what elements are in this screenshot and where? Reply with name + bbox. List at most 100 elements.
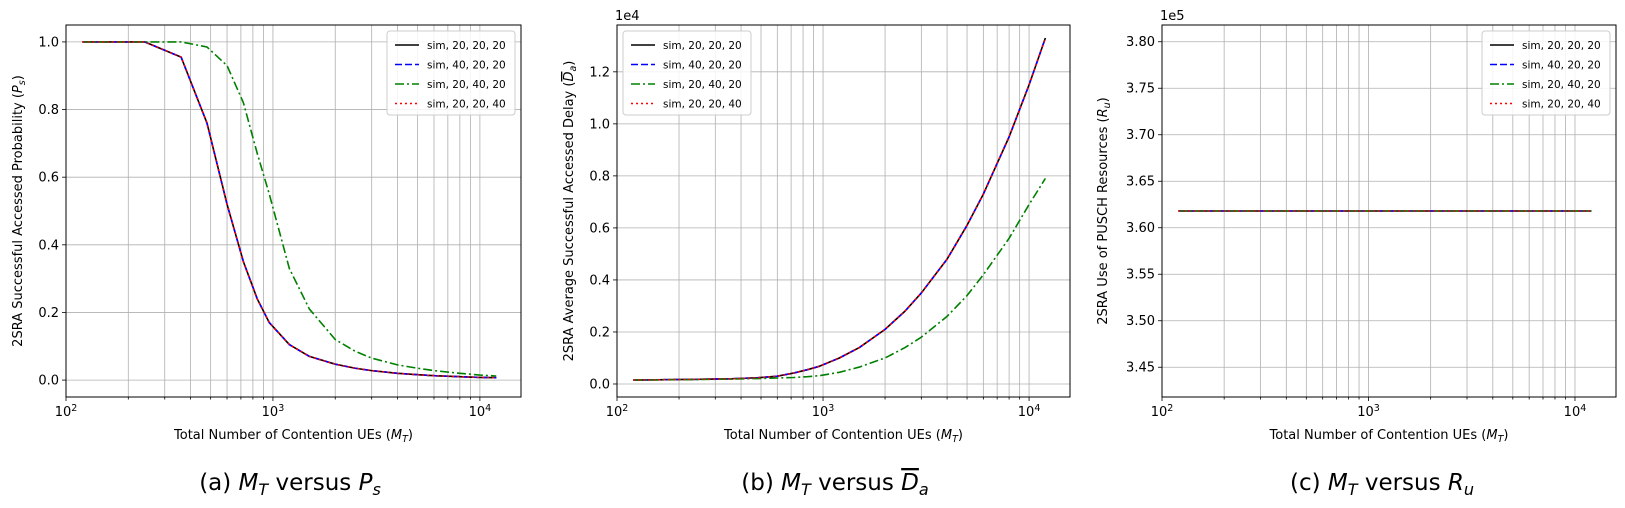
series-line-4	[633, 37, 1047, 381]
legend-label-3: sim, 20, 40, 20	[663, 79, 742, 91]
grid	[65, 25, 521, 397]
x-tick-exp: 3	[1374, 403, 1380, 414]
x-tick-label: 103	[262, 403, 285, 420]
series-line-3	[633, 178, 1047, 381]
y-tick-label: 0.6	[589, 221, 610, 236]
y-axis-label: 2SRA Average Successful Accessed Delay (…	[562, 61, 579, 362]
y-tick-label: 0.2	[589, 325, 610, 340]
y-tick-label: 3.70	[1126, 128, 1155, 143]
x-tick-exp: 2	[71, 403, 77, 414]
caption-symbol-1: M	[239, 470, 259, 496]
x-axis-label-text: Total Number of Contention UEs (	[173, 428, 391, 443]
caption-prefix: (c)	[1290, 470, 1328, 496]
axes-frame	[616, 24, 1071, 398]
x-axis-label-symbol: M	[391, 428, 402, 443]
caption-symbol-1: M	[781, 470, 801, 496]
y-tick-label: 0.2	[38, 306, 59, 321]
y-tick-label: 1.0	[589, 117, 610, 132]
y-tick-label: 0.4	[38, 238, 59, 253]
panel-caption: (b) MT versus Da	[741, 470, 928, 499]
caption-sub-2: s	[372, 480, 380, 499]
x-tick-exp: 3	[828, 403, 834, 414]
caption-sub-1: T	[801, 480, 812, 499]
caption-symbol-1: M	[1328, 470, 1348, 496]
y-tick-label: 0.6	[38, 171, 59, 186]
x-axis-label-close: )	[408, 428, 413, 443]
x-tick-label: 102	[606, 403, 629, 420]
legend-label-2: sim, 40, 20, 20	[663, 60, 742, 72]
y-axis-label-sub: a	[568, 66, 579, 72]
legend-label-3: sim, 20, 40, 20	[427, 79, 506, 91]
axes-frame	[65, 24, 522, 398]
x-axis-label-sub: T	[402, 434, 409, 445]
legend-box	[1481, 30, 1611, 116]
panel-caption: (a) MT versus Ps	[199, 470, 381, 499]
x-tick-exp: 4	[485, 403, 491, 414]
legend-label-1: sim, 20, 20, 20	[1522, 40, 1601, 52]
x-tick-exp: 2	[1167, 403, 1173, 414]
series-line-3	[82, 41, 497, 377]
y-tick-label: 3.80	[1126, 35, 1155, 50]
x-axis-label-text: Total Number of Contention UEs (	[723, 428, 941, 443]
x-tick-base: 10	[1357, 405, 1374, 420]
x-axis-label: Total Number of Contention UEs (MT)	[1269, 428, 1509, 445]
x-tick-label: 103	[1357, 403, 1380, 420]
x-tick-base: 10	[1564, 405, 1581, 420]
x-tick-exp: 3	[278, 403, 284, 414]
y-axis-label-close: )	[11, 75, 26, 80]
x-tick-exp: 4	[1580, 403, 1586, 414]
y-axis-label-symbol: R	[1096, 108, 1111, 117]
legend-box	[622, 30, 752, 116]
x-axis-label-sub: T	[1498, 434, 1505, 445]
y-tick-label: 0.4	[589, 273, 610, 288]
caption-symbol-2: P	[359, 470, 373, 496]
x-axis-label-sub: T	[952, 434, 959, 445]
y-offset-text: 1e4	[615, 9, 640, 24]
y-axis-label: 2SRA Use of PUSCH Resources (Ru)	[1096, 97, 1113, 324]
legend: sim, 20, 20, 20 sim, 40, 20, 20 sim, 20, 4…	[386, 30, 516, 116]
x-tick-label: 104	[1564, 403, 1587, 420]
x-axis-label: Total Number of Contention UEs (MT)	[173, 428, 413, 445]
caption-mid: versus	[811, 470, 901, 496]
y-tick-label: 0.0	[38, 374, 59, 389]
caption-prefix: (b)	[741, 470, 781, 496]
legend-label-2: sim, 40, 20, 20	[427, 60, 506, 72]
legend-label-2: sim, 40, 20, 20	[1522, 60, 1601, 72]
x-tick-base: 10	[812, 405, 829, 420]
axes-frame	[1161, 24, 1617, 398]
y-axis-label-close: )	[1096, 97, 1111, 102]
x-tick-label: 102	[55, 403, 78, 420]
x-tick-exp: 4	[1034, 403, 1040, 414]
y-tick-label: 3.60	[1126, 221, 1155, 236]
panel-3: 102 103 1043.453.503.553.603.653.703.753.8…	[1096, 9, 1617, 499]
legend-label-4: sim, 20, 20, 40	[663, 99, 742, 111]
caption-sub-2: u	[1464, 480, 1474, 499]
x-axis-label-text: Total Number of Contention UEs (	[1269, 428, 1487, 443]
y-axis-label-symbol: D	[562, 72, 577, 82]
y-offset-text: 1e5	[1160, 9, 1185, 24]
x-tick-label: 102	[1151, 403, 1174, 420]
y-tick-label: 3.75	[1126, 82, 1155, 97]
y-axis-label-text: 2SRA Successful Accessed Probability (	[11, 93, 26, 347]
legend-label-1: sim, 20, 20, 20	[663, 40, 742, 52]
y-tick-label: 3.45	[1126, 361, 1155, 376]
x-tick-base: 10	[55, 405, 72, 420]
caption-sub-1: T	[1348, 480, 1359, 499]
legend: sim, 20, 20, 20 sim, 40, 20, 20 sim, 20, 4…	[622, 30, 752, 116]
caption-symbol-2: R	[1448, 470, 1464, 496]
legend-label-3: sim, 20, 40, 20	[1522, 79, 1601, 91]
x-tick-base: 10	[1151, 405, 1168, 420]
series-line-4	[82, 41, 497, 379]
caption-mid: versus	[268, 470, 358, 496]
caption-sub-2: a	[919, 480, 929, 499]
y-axis-label: 2SRA Successful Accessed Probability (Ps…	[11, 75, 28, 347]
x-tick-base: 10	[606, 405, 623, 420]
series-group	[633, 37, 1047, 381]
y-axis-label-sub: u	[1102, 102, 1113, 108]
x-tick-exp: 2	[622, 403, 628, 414]
y-tick-label: 3.65	[1126, 175, 1155, 190]
x-tick-base: 10	[469, 405, 486, 420]
